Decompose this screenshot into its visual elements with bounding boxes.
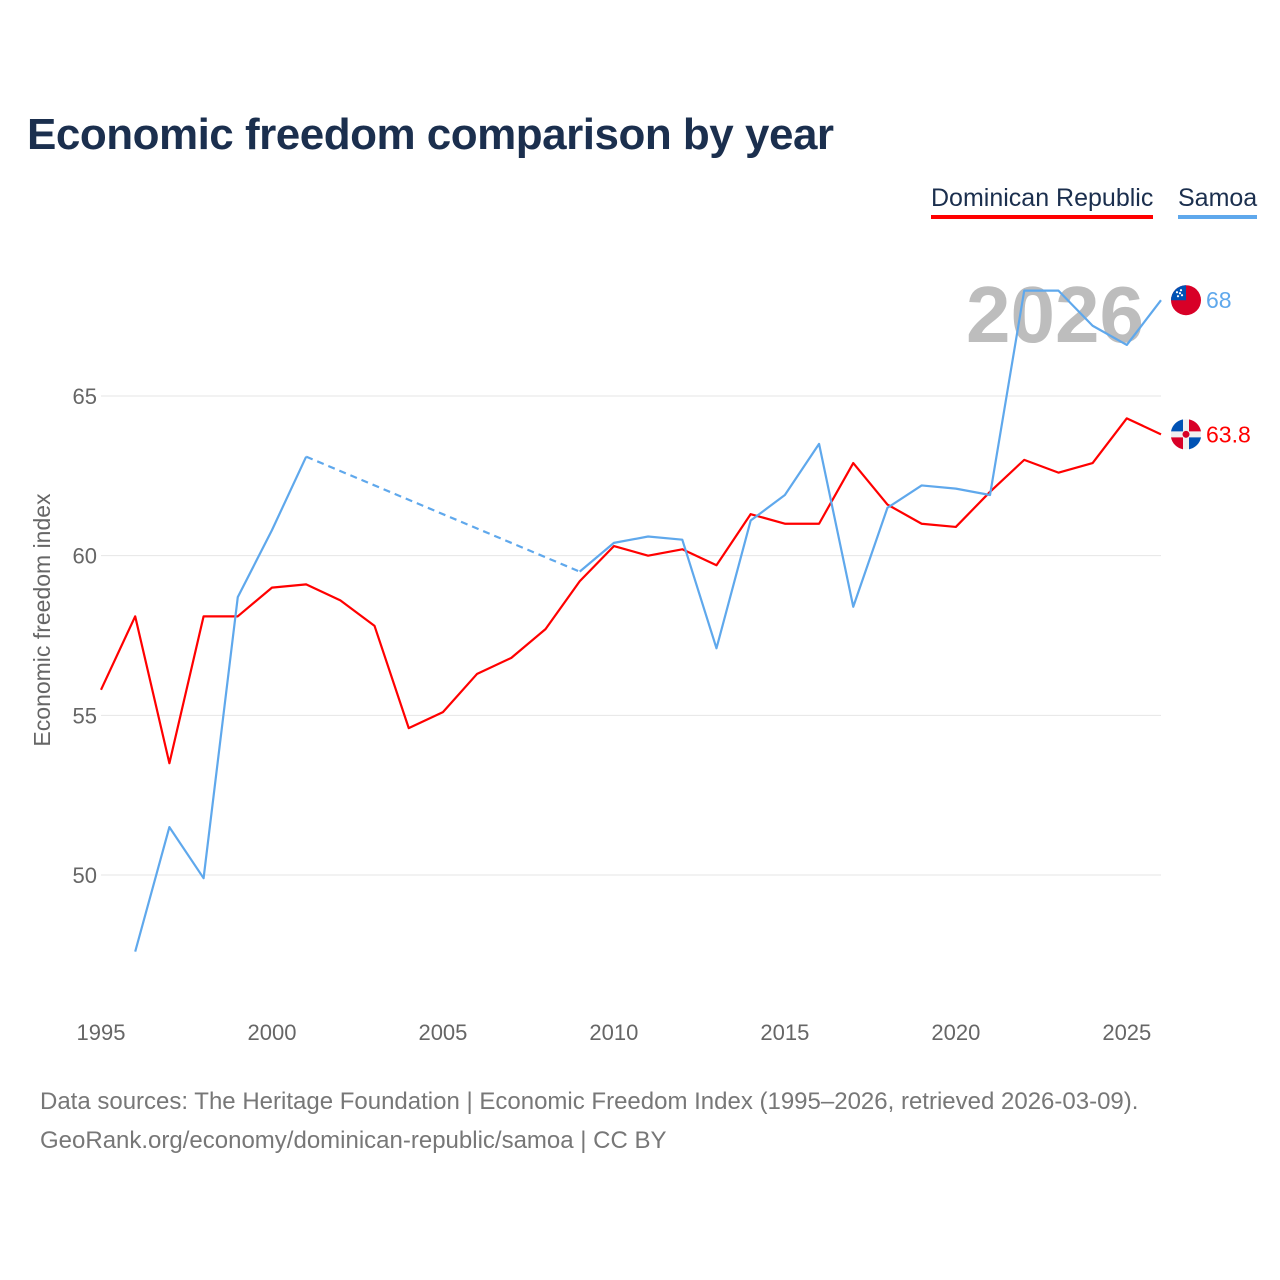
dominican-republic-point (541, 624, 551, 634)
flag-star (1179, 289, 1183, 292)
dominican-republic-point (267, 583, 277, 593)
samoa-point (951, 484, 961, 494)
samoa-line (134, 456, 308, 952)
dominican-republic-point (438, 707, 448, 717)
dominican-republic-point (301, 579, 311, 589)
dominican-republic-point (96, 685, 106, 695)
legend-samoa[interactable]: Samoa (1178, 184, 1258, 219)
flag-q4 (1189, 437, 1201, 450)
samoa-point (848, 602, 858, 612)
dominican-republic-point (506, 653, 516, 663)
samoa-point (130, 947, 140, 957)
dominican-republic-point (814, 519, 824, 529)
dominican-republic-point (164, 758, 174, 768)
x-tick-label: 2005 (418, 1020, 467, 1045)
footer-sources: Data sources: The Heritage Foundation | … (40, 1088, 1139, 1115)
chart-title: Economic freedom comparison by year (27, 110, 834, 159)
samoa-flag-icon (1171, 285, 1201, 316)
samoa-point (164, 822, 174, 832)
flag-star (1178, 292, 1182, 295)
x-tick-label: 2020 (931, 1020, 980, 1045)
dominican-republic-point (643, 551, 653, 561)
dominican-republic-point (917, 519, 927, 529)
dominican-republic-point (575, 576, 585, 586)
flag-star (1175, 291, 1179, 294)
samoa-point (746, 516, 756, 526)
flag-canton (1171, 285, 1186, 301)
dominican-republic-point (370, 621, 380, 631)
dominican-republic-point (130, 611, 140, 621)
y-axis-label: Economic freedom index (29, 493, 55, 747)
flag-q2 (1189, 419, 1201, 432)
year-watermark: 2026 (966, 270, 1144, 359)
samoa-point (780, 490, 790, 500)
y-tick-label: 65 (73, 384, 97, 409)
samoa-point (1156, 295, 1166, 305)
dominican-republic-point (711, 560, 721, 570)
dominican-republic-line (100, 417, 1162, 765)
samoa-point (711, 643, 721, 653)
samoa-point (609, 538, 619, 548)
samoa-point (882, 503, 892, 513)
x-tick-label: 2025 (1102, 1020, 1151, 1045)
dominican-republic-point (199, 611, 209, 621)
flag-emblem (1182, 430, 1190, 438)
flag-star (1176, 295, 1180, 298)
legend-dominican-republic[interactable]: Dominican Republic (931, 184, 1154, 219)
dominican-republic-point (951, 522, 961, 532)
dominican-republic-point (1019, 455, 1029, 465)
y-tick-label: 50 (73, 863, 97, 888)
dominican-republic-end-label: 63.8 (1206, 421, 1251, 447)
samoa-point (1053, 286, 1063, 296)
dominican-republic-flag-icon (1171, 419, 1201, 450)
dominican-republic-point (1088, 458, 1098, 468)
dominican-republic-point (780, 519, 790, 529)
samoa-gap-line (305, 455, 581, 573)
dominican-republic-point (1156, 429, 1166, 439)
samoa-point (301, 452, 311, 462)
dominican-republic-point (848, 458, 858, 468)
flag-q3 (1171, 437, 1183, 450)
dominican-republic-point (472, 669, 482, 679)
x-tick-label: 1995 (77, 1020, 126, 1045)
samoa-point (199, 873, 209, 883)
x-tick-label: 2000 (247, 1020, 296, 1045)
samoa-point (1122, 340, 1132, 350)
dominican-republic-point (1122, 413, 1132, 423)
samoa-point (233, 592, 243, 602)
dominican-republic-point (335, 595, 345, 605)
flag-star (1180, 294, 1184, 297)
samoa-point (917, 480, 927, 490)
x-tick-label: 2015 (760, 1020, 809, 1045)
footer-url[interactable]: GeoRank.org/economy/dominican-republic/s… (40, 1127, 667, 1154)
samoa-point (575, 567, 585, 577)
dominican-republic-point (1053, 468, 1063, 478)
samoa-point (643, 532, 653, 542)
samoa-point (985, 490, 995, 500)
x-tick-label: 2010 (589, 1020, 638, 1045)
samoa-point (814, 439, 824, 449)
dominican-republic-point (404, 723, 414, 733)
y-tick-label: 60 (73, 544, 97, 569)
y-tick-label: 55 (73, 703, 97, 728)
flag-q1 (1171, 419, 1183, 432)
samoa-point (677, 535, 687, 545)
samoa-line (579, 289, 1162, 650)
samoa-end-label: 68 (1206, 287, 1232, 313)
samoa-point (267, 525, 277, 535)
samoa-point (1088, 321, 1098, 331)
samoa-point (1019, 286, 1029, 296)
